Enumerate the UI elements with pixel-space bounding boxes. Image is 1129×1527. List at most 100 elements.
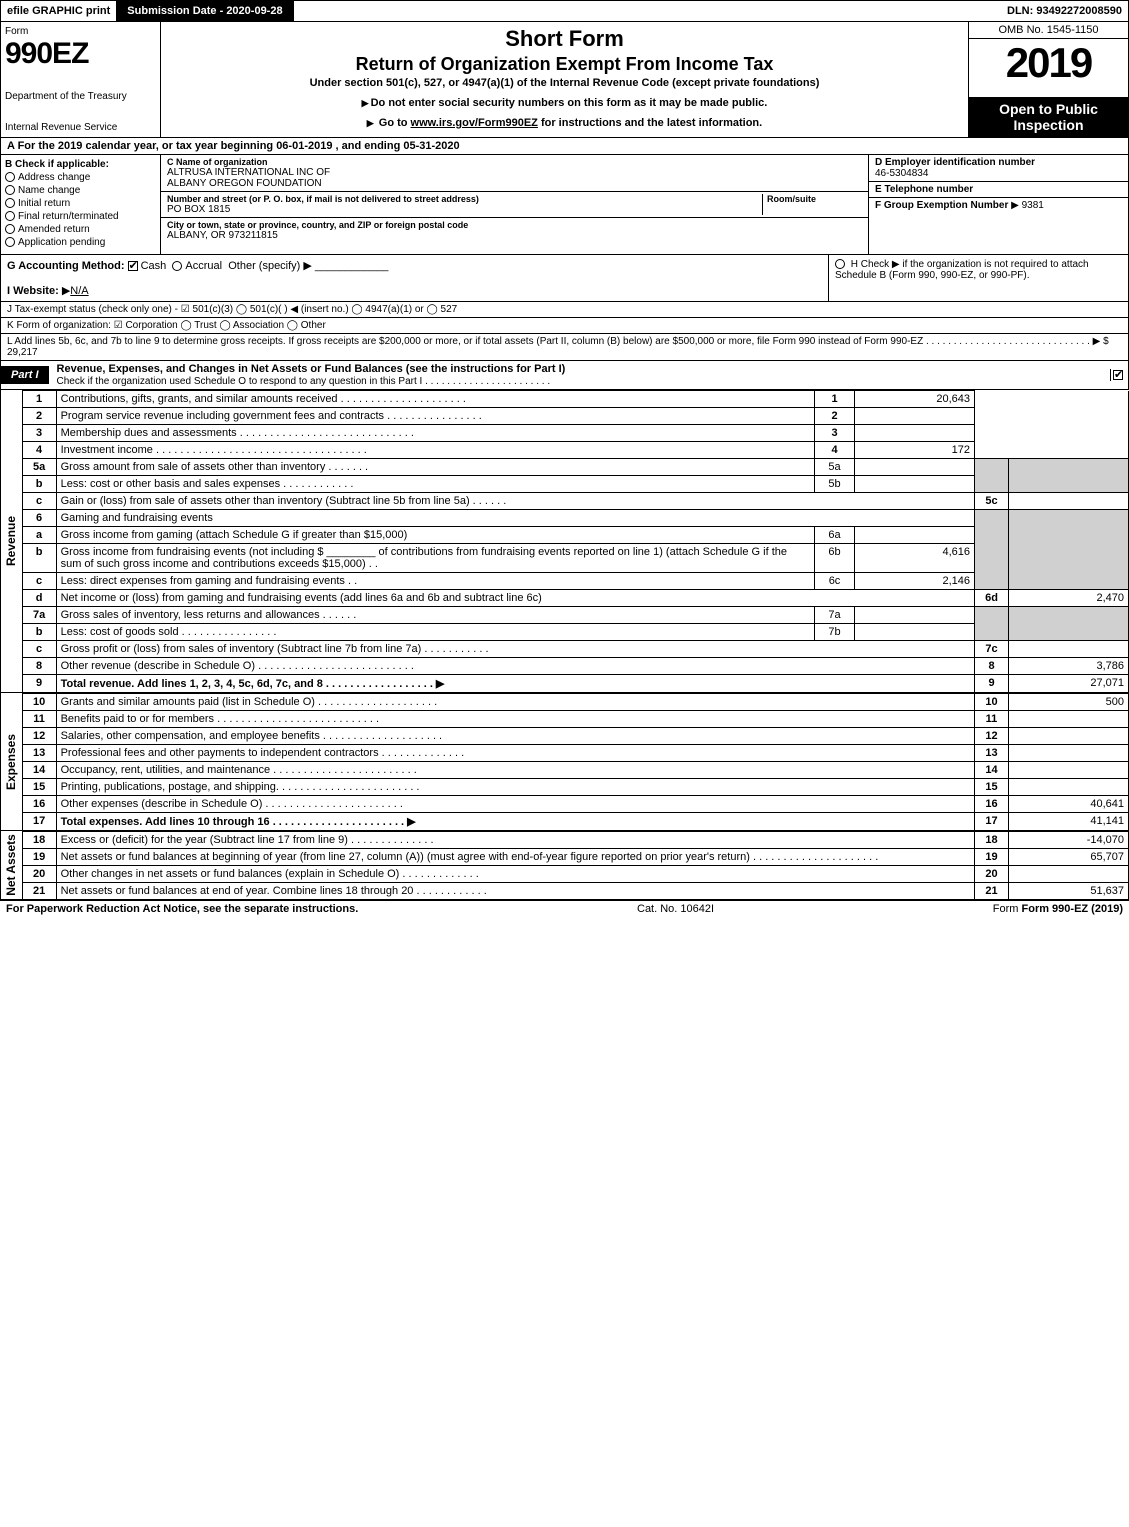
chk-cash[interactable]	[128, 261, 138, 271]
line-18: 18Excess or (deficit) for the year (Subt…	[22, 832, 1128, 849]
tax-year-line: A For the 2019 calendar year, or tax yea…	[0, 138, 1129, 155]
col-d-ids: D Employer identification number 46-5304…	[868, 155, 1128, 254]
part1-tag: Part I	[1, 366, 49, 384]
line-13: 13Professional fees and other payments t…	[22, 745, 1128, 762]
schedule-b-check[interactable]	[835, 259, 848, 270]
form-of-org-row: K Form of organization: ☑ Corporation ◯ …	[0, 318, 1129, 334]
line-6a: aGross income from gaming (attach Schedu…	[22, 527, 1128, 544]
grp-label: F Group Exemption Number	[875, 200, 1008, 211]
goto-post: for instructions and the latest informat…	[538, 117, 762, 129]
room-label: Room/suite	[767, 194, 862, 204]
dln-label: DLN: 93492272008590	[1001, 1, 1128, 21]
form-word: Form	[5, 26, 156, 37]
footer-catno: Cat. No. 10642I	[637, 903, 714, 915]
chk-amended-return[interactable]: Amended return	[5, 224, 156, 235]
line-12: 12Salaries, other compensation, and empl…	[22, 728, 1128, 745]
revenue-section: Revenue 1Contributions, gifts, grants, a…	[0, 390, 1129, 693]
part1-title: Revenue, Expenses, and Changes in Net As…	[49, 361, 1110, 389]
form-number: 990EZ	[5, 37, 156, 71]
group-exemption-block: F Group Exemption Number ▶ 9381	[869, 198, 1128, 254]
revenue-side-label: Revenue	[0, 390, 22, 693]
org-name-1: ALTRUSA INTERNATIONAL INC OF	[167, 167, 862, 178]
addr-value: PO BOX 1815	[167, 204, 762, 215]
line-21: 21Net assets or fund balances at end of …	[22, 883, 1128, 900]
line-6c: cLess: direct expenses from gaming and f…	[22, 573, 1128, 590]
entity-info-block: B Check if applicable: Address change Na…	[0, 155, 1129, 255]
part1-check-note: Check if the organization used Schedule …	[57, 376, 551, 387]
org-name-block: C Name of organization ALTRUSA INTERNATI…	[161, 155, 868, 192]
grp-value: 9381	[1022, 200, 1044, 211]
omb-number: OMB No. 1545-1150	[969, 22, 1128, 39]
header-center: Short Form Return of Organization Exempt…	[161, 22, 968, 137]
line-5b: bLess: cost or other basis and sales exp…	[22, 476, 1128, 493]
revenue-table: 1Contributions, gifts, grants, and simil…	[22, 390, 1129, 693]
expenses-section: Expenses 10Grants and similar amounts pa…	[0, 693, 1129, 831]
net-assets-section: Net Assets 18Excess or (deficit) for the…	[0, 831, 1129, 900]
open-to-public: Open to Public Inspection	[969, 97, 1128, 137]
row-h-right: H Check ▶ if the organization is not req…	[828, 255, 1128, 301]
row-ghi: G Accounting Method: Cash Accrual Other …	[0, 255, 1129, 302]
rowL-text: L Add lines 5b, 6c, and 7b to line 9 to …	[7, 336, 1109, 347]
ein-label: D Employer identification number	[875, 157, 1035, 168]
submission-date-button[interactable]: Submission Date - 2020-09-28	[117, 1, 293, 21]
grp-arrow: ▶	[1011, 200, 1019, 211]
chk-accrual[interactable]	[172, 261, 182, 271]
line-6: 6Gaming and fundraising events	[22, 510, 1128, 527]
dept-treasury: Department of the Treasury	[5, 91, 156, 102]
footer-left: For Paperwork Reduction Act Notice, see …	[6, 903, 358, 915]
chk-name-change[interactable]: Name change	[5, 185, 156, 196]
expenses-table: 10Grants and similar amounts paid (list …	[22, 693, 1129, 831]
top-bar: efile GRAPHIC print Submission Date - 20…	[0, 0, 1129, 22]
line-5c: cGain or (loss) from sale of assets othe…	[22, 493, 1128, 510]
footer-formref: Form Form 990-EZ (2019)	[993, 903, 1123, 915]
line-7a: 7aGross sales of inventory, less returns…	[22, 607, 1128, 624]
line-2: 2Program service revenue including gover…	[22, 408, 1128, 425]
form-header: Form 990EZ Department of the Treasury In…	[0, 22, 1129, 138]
website-line: I Website: ▶N/A	[7, 284, 822, 297]
row-gi-left: G Accounting Method: Cash Accrual Other …	[1, 255, 828, 301]
line-16: 16Other expenses (describe in Schedule O…	[22, 796, 1128, 813]
city-value: ALBANY, OR 973211815	[167, 230, 862, 241]
org-name-label: C Name of organization	[167, 157, 862, 167]
part1-schedule-o-checkbox[interactable]	[1110, 369, 1128, 381]
ein-block: D Employer identification number 46-5304…	[869, 155, 1128, 182]
tel-block: E Telephone number	[869, 182, 1128, 198]
irs-link[interactable]: www.irs.gov/Form990EZ	[411, 117, 538, 129]
line-11: 11Benefits paid to or for members . . . …	[22, 711, 1128, 728]
ssn-warning: Do not enter social security numbers on …	[169, 97, 960, 109]
org-address-block: Number and street (or P. O. box, if mail…	[161, 192, 868, 218]
line-7c: cGross profit or (loss) from sales of in…	[22, 641, 1128, 658]
form-title-short: Short Form	[169, 26, 960, 52]
expenses-side-label: Expenses	[0, 693, 22, 831]
line-6d: dNet income or (loss) from gaming and fu…	[22, 590, 1128, 607]
net-assets-side-label: Net Assets	[0, 831, 22, 900]
tel-label: E Telephone number	[875, 184, 973, 195]
line-6b: bGross income from fundraising events (n…	[22, 544, 1128, 573]
col-c-org-info: C Name of organization ALTRUSA INTERNATI…	[161, 155, 868, 254]
page-footer: For Paperwork Reduction Act Notice, see …	[0, 900, 1129, 917]
org-name-2: ALBANY OREGON FOUNDATION	[167, 178, 862, 189]
instructions-link-line: Go to www.irs.gov/Form990EZ for instruct…	[169, 117, 960, 129]
line-14: 14Occupancy, rent, utilities, and mainte…	[22, 762, 1128, 779]
chk-application-pending[interactable]: Application pending	[5, 237, 156, 248]
accounting-method: G Accounting Method: Cash Accrual Other …	[7, 259, 822, 272]
org-city-block: City or town, state or province, country…	[161, 218, 868, 243]
col-b-header: B Check if applicable:	[5, 159, 156, 170]
chk-final-return[interactable]: Final return/terminated	[5, 211, 156, 222]
chk-address-change[interactable]: Address change	[5, 172, 156, 183]
efile-label: efile GRAPHIC print	[1, 1, 117, 21]
website-value: N/A	[70, 285, 88, 297]
tax-exempt-status-row: J Tax-exempt status (check only one) - ☑…	[0, 302, 1129, 318]
tax-year: 2019	[969, 39, 1128, 97]
line-10: 10Grants and similar amounts paid (list …	[22, 694, 1128, 711]
form-subtitle: Under section 501(c), 527, or 4947(a)(1)…	[169, 77, 960, 89]
chk-initial-return[interactable]: Initial return	[5, 198, 156, 209]
line-20: 20Other changes in net assets or fund ba…	[22, 866, 1128, 883]
goto-pre: Go to	[379, 117, 411, 129]
city-label: City or town, state or province, country…	[167, 220, 862, 230]
col-b-checkboxes: B Check if applicable: Address change Na…	[1, 155, 161, 254]
header-left: Form 990EZ Department of the Treasury In…	[1, 22, 161, 137]
rowL-amount: 29,217	[7, 347, 38, 358]
part1-header: Part I Revenue, Expenses, and Changes in…	[0, 361, 1129, 390]
ein-value: 46-5304834	[875, 168, 928, 179]
